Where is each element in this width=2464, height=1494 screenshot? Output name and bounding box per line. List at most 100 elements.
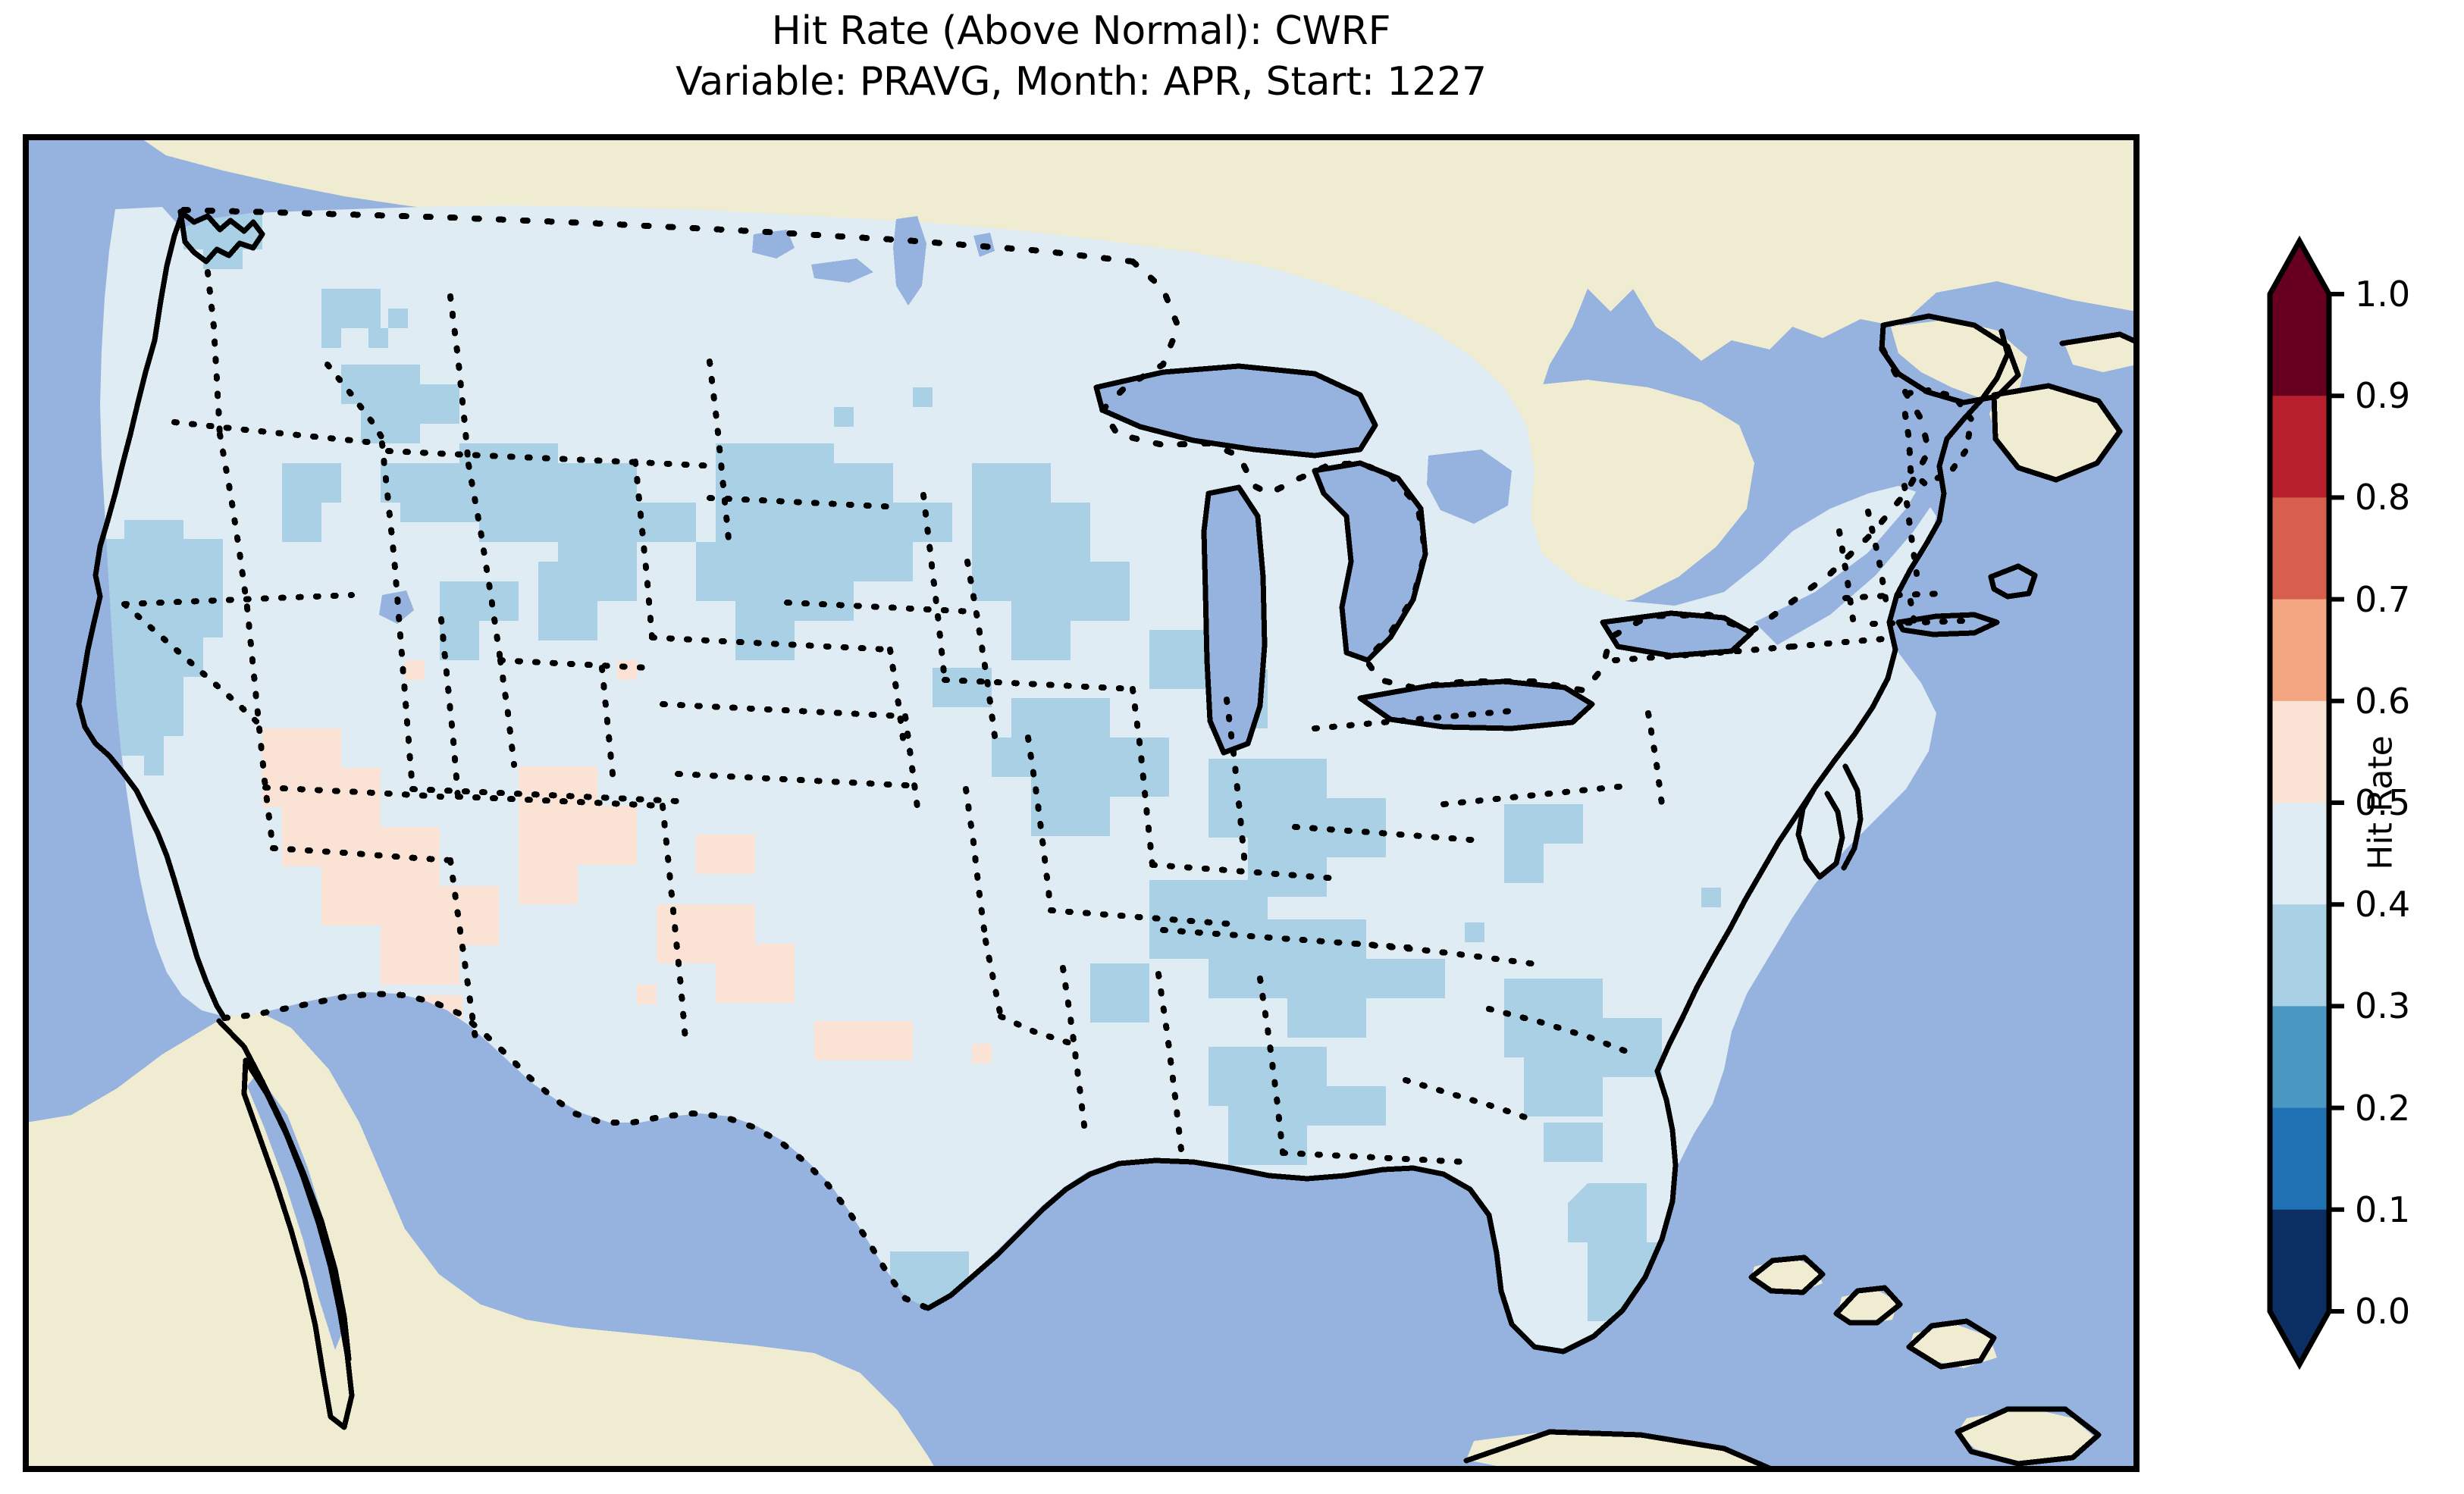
border-wa-or: [171, 419, 385, 446]
border-la-s: [998, 1013, 1075, 1047]
colorbar-tick-label: 0.9: [2355, 375, 2411, 417]
colorbar-tick-label: 1.0: [2355, 274, 2411, 315]
mexico-gulf-shore: [216, 1018, 352, 1362]
cell-group-dakotas: [696, 443, 952, 660]
hispaniola-coast: [1955, 1406, 2102, 1467]
cell-scatter-dark: [913, 387, 933, 407]
border-nm-tx: [660, 803, 688, 1042]
cell-scatter-dark: [1465, 922, 1484, 942]
border-ca-nv: [244, 604, 276, 851]
map-canvas[interactable]: [26, 137, 2136, 1469]
border-mn-wi: [920, 492, 948, 683]
cell-group-deep-south: [1208, 1047, 1386, 1165]
border-ut-az-nm: [409, 786, 681, 804]
border-id-ut-nv: [379, 440, 415, 792]
border-ma-nh-vt: [1842, 590, 1947, 601]
cell-group-illinois-missouri: [992, 698, 1169, 836]
border-ks-mo-w: [887, 647, 907, 747]
border-vt-nh: [1865, 509, 1889, 606]
lake-ontario-shore: [1600, 610, 1754, 659]
cell-group-colorado: [538, 562, 637, 641]
cell-group-tx-panhandle-light: [814, 1021, 913, 1060]
border-il-in: [1130, 686, 1155, 868]
colorbar-tick-label: 0.3: [2355, 985, 2411, 1027]
map-panel[interactable]: [23, 134, 2140, 1472]
colorbar-band: [2270, 700, 2329, 803]
great-salt-lake: [379, 590, 414, 624]
border-maine: [1901, 387, 1975, 488]
chesapeake-bay: [1795, 785, 1845, 880]
border-ia-mo: [942, 677, 1136, 692]
border-ar-la-ms: [1060, 965, 1089, 1141]
border-pa-md-wv: [1440, 783, 1629, 807]
pacific-coast: [76, 207, 227, 1021]
colorbar-tick-label: 0.4: [2355, 884, 2411, 926]
border-nd-mn-w: [707, 359, 732, 550]
cell-group-montana: [381, 443, 696, 562]
cell-scatter-dark: [388, 309, 408, 328]
coastlines: [76, 207, 2136, 1469]
canada-landmass: [140, 137, 2136, 569]
cell-group-wyoming: [440, 581, 519, 660]
cell-group-ks-light: [696, 835, 755, 874]
lake-michigan-shore: [1201, 484, 1268, 756]
lake-small-2: [1830, 459, 1859, 483]
border-mt-wy-e: [466, 462, 503, 663]
border-co-ks-w: [599, 665, 617, 792]
gulf-of-california: [247, 1073, 343, 1350]
cell-group-arkansas: [1090, 963, 1149, 1023]
atlantic-coast: [1654, 328, 2011, 1074]
border-nv-utah-s: [262, 785, 444, 800]
colorbar-tick-label: 0.7: [2355, 578, 2411, 620]
lake-erie-shore: [1357, 678, 1595, 731]
cell-scatter-light: [617, 660, 637, 680]
cell-group-norcal: [100, 520, 223, 775]
colorbar-tick-label: 0.1: [2355, 1189, 2411, 1230]
figure-title: Hit Rate (Above Normal): CWRF Variable: …: [0, 6, 2162, 107]
cell-group-appalachia: [1504, 804, 1583, 883]
colorbar-tick-label: 0.8: [2355, 477, 2411, 518]
border-ia-il: [964, 559, 998, 739]
delmarva: [1841, 763, 1864, 871]
cell-group-upper-midwest: [972, 463, 1130, 660]
border-in-oh: [1224, 697, 1248, 868]
lake-michigan: [1204, 487, 1265, 753]
border-ca-nv-diag: [121, 601, 268, 733]
figure-title-line-1: Hit Rate (Above Normal): CWRF: [771, 8, 1391, 54]
border-nd-sd: [707, 495, 901, 510]
cell-scatter-light: [972, 1044, 992, 1063]
lake-prairie-small: [811, 258, 873, 283]
colorbar-extend-under: [2270, 1311, 2329, 1364]
cell-scatter-dark: [368, 328, 388, 348]
ontario-peninsula: [1512, 380, 1754, 607]
cell-group-carolinas: [1504, 979, 1662, 1117]
border-ny-pa: [1612, 644, 1795, 663]
colorbar-canvas[interactable]: [2267, 227, 2358, 1380]
nova-scotia: [1989, 387, 2118, 478]
cell-scatter-dark: [834, 407, 854, 427]
colorbar-tick-label: 0.2: [2355, 1087, 2411, 1129]
cuba-coast: [1463, 1429, 1773, 1469]
bahamas-south: [1909, 1324, 1997, 1368]
colorbar-band: [2270, 1107, 2329, 1211]
border-mo-ar: [1048, 907, 1234, 927]
border-al-ga: [1257, 976, 1286, 1156]
border-ky-tn: [1149, 862, 1340, 882]
border-nv-az-ca: [270, 845, 453, 863]
colorbar-band: [2270, 599, 2329, 702]
cell-scatter-light: [405, 660, 425, 680]
border-ma-ct-ri: [1870, 618, 1967, 627]
border-us-mexico: [221, 990, 931, 1311]
border-az-nm-w: [447, 857, 479, 1047]
border-or-ca: [121, 592, 355, 607]
border-ga-sc: [1403, 1077, 1539, 1124]
border-ut-co: [438, 616, 461, 800]
border-oh-pa: [1312, 707, 1522, 731]
colorbar-extend-over: [2270, 241, 2329, 294]
bahamas-coast-3: [1906, 1318, 1997, 1370]
lake-superior-shore: [1093, 363, 1378, 459]
gulf-coast: [925, 1157, 1492, 1311]
colorbar-panel[interactable]: 1.0 0.9 0.8 0.7 0.6 0.5 0.4 0.3 0.2 0.1 0.0 Hit Ra…: [2267, 227, 2464, 1380]
georgian-bay: [1427, 449, 1512, 524]
border-us-canada-lakes: [1098, 258, 1933, 694]
